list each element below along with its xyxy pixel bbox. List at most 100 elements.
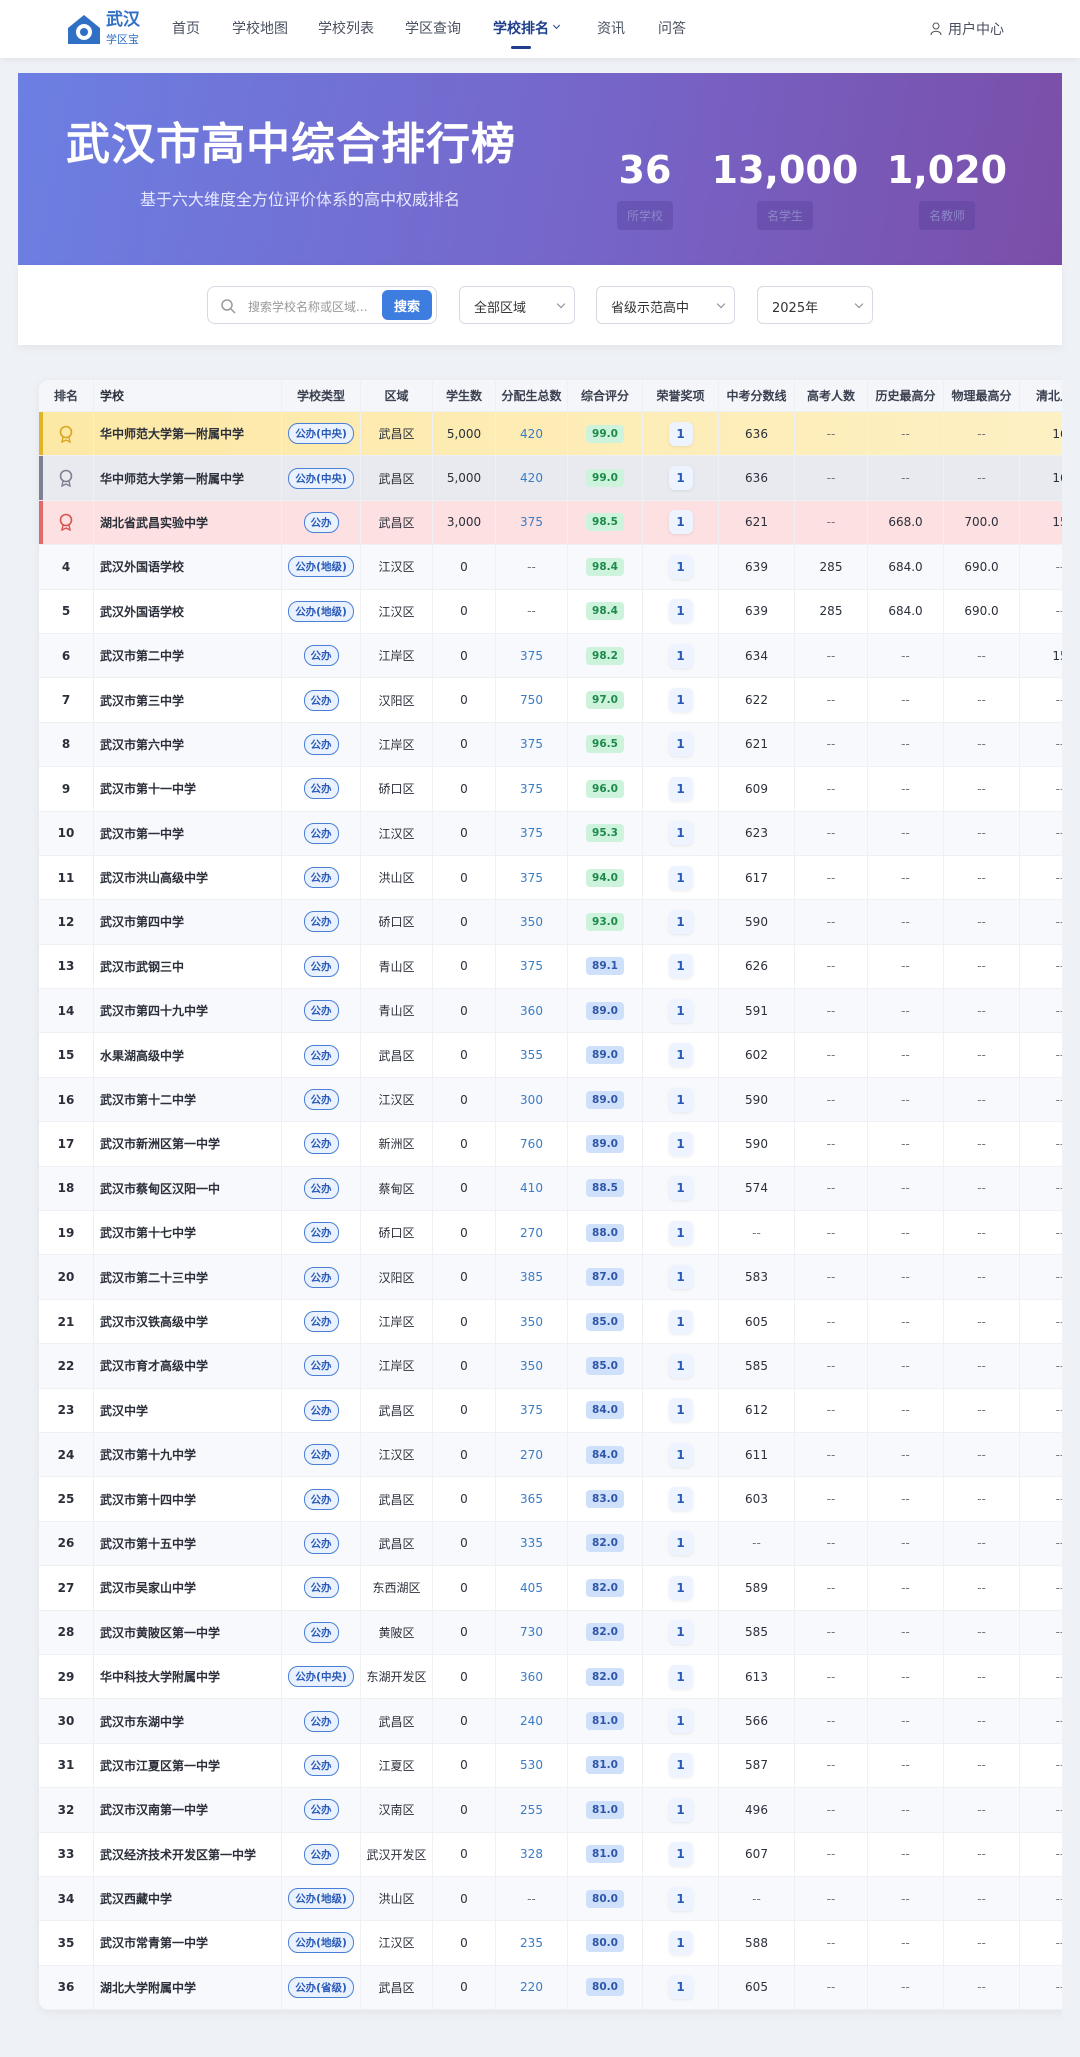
honor-badge[interactable]: 1 [668, 909, 693, 934]
honor-badge[interactable]: 1 [668, 1709, 693, 1734]
honor-badge[interactable]: 1 [668, 599, 693, 624]
honor-badge[interactable]: 1 [668, 998, 693, 1023]
honors-cell: 1 [643, 1965, 719, 2010]
score-badge: 85.0 [586, 1356, 624, 1375]
school-type-cell: 公办 [282, 500, 361, 545]
honor-badge[interactable]: 1 [668, 1176, 693, 1201]
honor-badge[interactable]: 1 [668, 1664, 693, 1689]
qingbei-count-cell: -- [1020, 1699, 1062, 1742]
gaokao-count-cell: -- [795, 1033, 868, 1077]
honor-badge[interactable]: 1 [668, 1975, 693, 2000]
quota-cell: 350 [496, 900, 568, 944]
school-cell: 华中师范大学第一附属中学 [94, 456, 282, 500]
honor-badge[interactable]: 1 [668, 821, 693, 846]
region-select[interactable]: 全部区域 [459, 286, 575, 324]
search-button[interactable]: 搜索 [382, 290, 432, 320]
school-type-cell: 公办 [282, 1521, 361, 1566]
honor-badge[interactable]: 1 [668, 954, 693, 979]
honor-badge[interactable]: 1 [668, 776, 693, 801]
honor-badge[interactable]: 1 [668, 1753, 693, 1778]
level-select[interactable]: 省级示范高中 [596, 286, 735, 324]
score-cell: 89.0 [568, 1033, 643, 1077]
zhongkao-line-cell: 609 [719, 767, 795, 811]
score-badge: 82.0 [586, 1667, 624, 1686]
nav-item[interactable]: 问答 [658, 21, 686, 37]
honors-cell: 1 [643, 633, 719, 678]
honor-badge[interactable]: 1 [668, 1797, 693, 1822]
students-cell: 0 [433, 989, 496, 1033]
honor-badge[interactable]: 1 [668, 1309, 693, 1334]
score-badge: 94.0 [586, 868, 624, 887]
history-max-cell: -- [868, 1344, 944, 1388]
history-max-cell: -- [868, 855, 944, 900]
school-type-cell: 公办(中央) [282, 412, 361, 456]
rank-cell: 16 [39, 1077, 94, 1122]
honor-badge[interactable]: 1 [668, 1930, 693, 1955]
honors-cell: 1 [643, 1432, 719, 1477]
honor-badge[interactable]: 1 [668, 732, 693, 757]
honor-badge[interactable]: 1 [668, 1531, 693, 1556]
honors-cell: 1 [643, 811, 719, 855]
honor-badge[interactable]: 1 [668, 688, 693, 713]
district-cell: 江汉区 [361, 1432, 433, 1477]
year-select[interactable]: 2025年 [757, 286, 873, 324]
honor-badge[interactable]: 1 [668, 1398, 693, 1423]
search-box[interactable]: 搜索学校名称或区域... 搜索 [207, 286, 437, 324]
nav-item[interactable]: 学校列表 [318, 21, 374, 37]
rank-cell [39, 500, 94, 545]
history-max-cell: -- [868, 900, 944, 944]
honor-badge[interactable]: 1 [668, 643, 693, 668]
honor-badge[interactable]: 1 [668, 1353, 693, 1378]
nav-item[interactable]: 首页 [172, 21, 200, 37]
honor-badge[interactable]: 1 [668, 1487, 693, 1512]
table-header: 排名 学校 学校类型 区域 学生数 分配生总数 综合评分 荣誉奖项 中考分数线 高考人数 历史最高分… [39, 380, 1062, 412]
zhongkao-line-cell: 589 [719, 1566, 795, 1610]
honor-badge[interactable]: 1 [668, 1842, 693, 1867]
honor-badge[interactable]: 1 [668, 421, 693, 446]
history-max-cell: -- [868, 1388, 944, 1432]
school-cell: 湖北省武昌实验中学 [94, 500, 282, 545]
honor-badge[interactable]: 1 [668, 1620, 693, 1645]
honor-badge[interactable]: 1 [668, 1043, 693, 1068]
score-badge: 88.5 [586, 1179, 624, 1198]
gaokao-count-cell: -- [795, 1832, 868, 1876]
honor-badge[interactable]: 1 [668, 510, 693, 535]
score-badge: 82.0 [586, 1578, 624, 1597]
stat-label: 名学生 [756, 201, 814, 230]
honor-badge[interactable]: 1 [668, 1886, 693, 1911]
honor-badge[interactable]: 1 [668, 1087, 693, 1112]
nav-item[interactable]: 资讯 [597, 21, 625, 37]
gaokao-count-cell: -- [795, 855, 868, 900]
rank-cell: 19 [39, 1211, 94, 1255]
zhongkao-line-cell: 613 [719, 1654, 795, 1699]
nav-item[interactable]: 学区查询 [405, 21, 461, 37]
stat-value: 36 [618, 148, 672, 192]
honor-badge[interactable]: 1 [668, 554, 693, 579]
qingbei-count-cell: -- [1020, 1921, 1062, 1964]
honors-cell: 1 [643, 989, 719, 1033]
score-badge: 80.0 [586, 1978, 624, 1997]
honor-badge[interactable]: 1 [668, 1575, 693, 1600]
nav-item[interactable]: 学校地图 [232, 21, 288, 37]
user-center[interactable]: 用户中心 [948, 22, 1004, 38]
score-badge: 89.0 [586, 1046, 624, 1065]
honor-badge[interactable]: 1 [668, 865, 693, 890]
school-type-cell: 公办 [282, 1610, 361, 1654]
honor-badge[interactable]: 1 [668, 1131, 693, 1156]
score-cell: 82.0 [568, 1566, 643, 1610]
physics-max-cell: -- [944, 1699, 1020, 1743]
gaokao-count-cell: 285 [795, 589, 868, 633]
honor-badge[interactable]: 1 [668, 1442, 693, 1467]
nav-item[interactable]: 学校排名 [493, 21, 549, 37]
honor-badge[interactable]: 1 [668, 1220, 693, 1245]
rank-cell: 4 [39, 545, 94, 589]
honor-badge[interactable]: 1 [668, 466, 693, 491]
gaokao-count-cell: -- [795, 678, 868, 722]
score-cell: 93.0 [568, 900, 643, 944]
students-cell: 0 [433, 1788, 496, 1832]
honor-badge[interactable]: 1 [668, 1265, 693, 1290]
rank-cell: 24 [39, 1432, 94, 1477]
zhongkao-line-cell: 626 [719, 944, 795, 989]
